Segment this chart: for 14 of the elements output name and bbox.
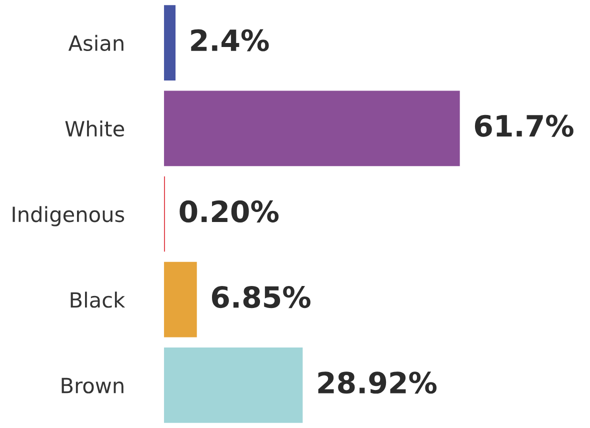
y-tick-label: Brown xyxy=(62,378,124,394)
data-label: 61.7% xyxy=(474,114,574,137)
bar xyxy=(164,5,176,80)
bar xyxy=(164,90,460,166)
y-tick-label: Asian xyxy=(68,34,124,52)
data-label: 6.85% xyxy=(212,286,310,308)
y-tick-label: Indigenous xyxy=(12,206,124,226)
data-label: 0.20% xyxy=(180,200,279,222)
bar xyxy=(164,348,303,423)
y-tick-label: White xyxy=(65,120,124,137)
y-tick-label: Black xyxy=(70,292,126,308)
bar xyxy=(164,262,197,338)
data-label: 28.92% xyxy=(318,372,437,394)
data-label: 2.4% xyxy=(191,29,269,52)
